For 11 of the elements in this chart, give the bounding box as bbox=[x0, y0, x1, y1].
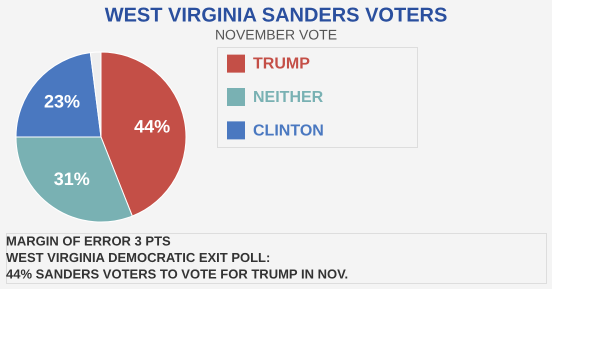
text: WEST VIRGINIA DEMOCRATIC EXIT POLL: bbox=[6, 250, 270, 265]
legend-label: NEITHER bbox=[253, 89, 324, 106]
chart-title: WEST VIRGINIA SANDERS VOTERS bbox=[104, 4, 448, 26]
data-label: 44% bbox=[134, 116, 170, 136]
data-label: 23% bbox=[44, 92, 80, 112]
text: MARGIN OF ERROR 3 PTS bbox=[6, 233, 172, 248]
data-label: 31% bbox=[54, 169, 90, 190]
legend-label: CLINTON bbox=[253, 122, 324, 140]
chart-subtitle: NOVEMBER VOTE bbox=[214, 26, 338, 42]
legend-label: TRUMP bbox=[253, 56, 310, 73]
text: 44% SANDERS VOTERS TO VOTE FOR TRUMP IN NOV. bbox=[6, 266, 348, 282]
